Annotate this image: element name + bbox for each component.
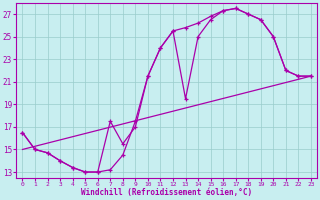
X-axis label: Windchill (Refroidissement éolien,°C): Windchill (Refroidissement éolien,°C) <box>81 188 252 197</box>
